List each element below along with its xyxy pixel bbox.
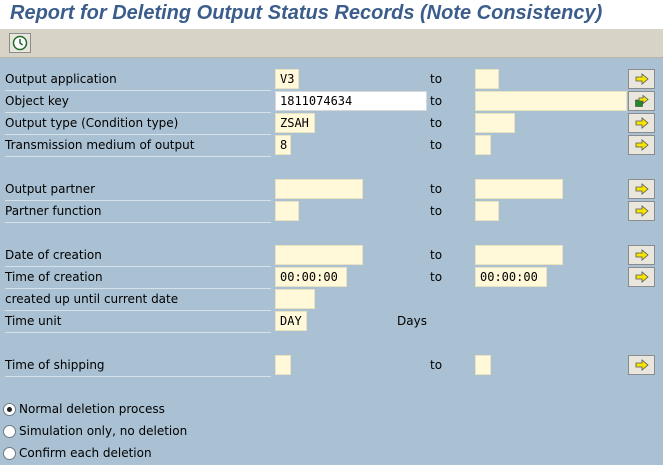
output-application-label: Output application xyxy=(5,69,271,91)
partner-function-to-label: to xyxy=(430,204,443,218)
object-key-to-label: to xyxy=(430,94,443,108)
time-of-shipping-multiple-selection-button[interactable] xyxy=(628,355,655,375)
radio-unselected-icon[interactable] xyxy=(3,425,16,438)
row-output-partner: Output partner to xyxy=(0,179,663,201)
date-of-creation-to-label: to xyxy=(430,248,443,262)
output-type-to-input[interactable] xyxy=(475,113,515,133)
output-application-to-input[interactable] xyxy=(475,69,499,89)
arrow-right-icon xyxy=(635,139,649,151)
object-key-from-input[interactable]: 1811074634 xyxy=(275,91,427,111)
row-transmission-medium: Transmission medium of output 8 to xyxy=(0,135,663,157)
date-of-creation-from-input[interactable] xyxy=(275,245,363,265)
output-type-label: Output type (Condition type) xyxy=(5,113,271,135)
arrow-right-icon xyxy=(635,73,649,85)
time-of-creation-multiple-selection-button[interactable] xyxy=(628,267,655,287)
row-date-of-creation: Date of creation to xyxy=(0,245,663,267)
time-of-creation-to-label: to xyxy=(430,270,443,284)
radio-simulation-only-label: Simulation only, no deletion xyxy=(19,424,188,438)
row-time-of-creation: Time of creation 00:00:00 to 00:00:00 xyxy=(0,267,663,289)
output-partner-multiple-selection-button[interactable] xyxy=(628,179,655,199)
partner-function-to-input[interactable] xyxy=(475,201,499,221)
time-unit-input[interactable]: DAY xyxy=(275,311,307,331)
transmission-medium-to-label: to xyxy=(430,138,443,152)
clock-execute-icon xyxy=(12,35,28,51)
output-application-to-label: to xyxy=(430,72,443,86)
created-until-label: created up until current date xyxy=(5,289,271,311)
page-title: Report for Deleting Output Status Record… xyxy=(10,2,603,24)
output-type-to-label: to xyxy=(430,116,443,130)
row-time-unit: Time unit DAY Days xyxy=(0,311,663,333)
execute-button[interactable] xyxy=(9,33,31,53)
date-of-creation-multiple-selection-button[interactable] xyxy=(628,245,655,265)
time-of-shipping-from-input[interactable] xyxy=(275,355,291,375)
row-partner-function: Partner function to xyxy=(0,201,663,223)
transmission-medium-label: Transmission medium of output xyxy=(5,135,271,157)
arrow-right-icon xyxy=(635,183,649,195)
transmission-medium-from-input[interactable]: 8 xyxy=(275,135,291,155)
output-partner-to-label: to xyxy=(430,182,443,196)
selection-screen: Output application V3 to Object key 1811… xyxy=(0,58,663,465)
arrow-right-icon xyxy=(635,249,649,261)
radio-confirm-each-label: Confirm each deletion xyxy=(19,446,152,460)
radio-normal-deletion[interactable]: Normal deletion process xyxy=(3,399,165,419)
partner-function-multiple-selection-button[interactable] xyxy=(628,201,655,221)
radio-normal-deletion-label: Normal deletion process xyxy=(19,402,165,416)
time-of-shipping-to-label: to xyxy=(430,358,443,372)
output-type-multiple-selection-button[interactable] xyxy=(628,113,655,133)
time-unit-description: Days xyxy=(397,314,427,328)
transmission-medium-to-input[interactable] xyxy=(475,135,491,155)
row-output-application: Output application V3 to xyxy=(0,69,663,91)
object-key-to-input[interactable] xyxy=(475,91,627,111)
partner-function-label: Partner function xyxy=(5,201,271,223)
output-type-from-input[interactable]: ZSAH xyxy=(275,113,315,133)
created-until-input[interactable] xyxy=(275,289,315,309)
date-of-creation-label: Date of creation xyxy=(5,245,271,267)
time-of-shipping-label: Time of shipping xyxy=(5,355,271,377)
output-application-from-input[interactable]: V3 xyxy=(275,69,299,89)
row-time-of-shipping: Time of shipping to xyxy=(0,355,663,377)
radio-simulation-only[interactable]: Simulation only, no deletion xyxy=(3,421,187,441)
time-unit-label: Time unit xyxy=(5,311,271,333)
output-partner-from-input[interactable] xyxy=(275,179,363,199)
output-partner-label: Output partner xyxy=(5,179,271,201)
arrow-right-icon xyxy=(635,205,649,217)
radio-unselected-icon[interactable] xyxy=(3,447,16,460)
arrow-right-icon xyxy=(635,359,649,371)
time-of-creation-from-input[interactable]: 00:00:00 xyxy=(275,267,347,287)
arrow-right-active-icon xyxy=(634,95,649,107)
application-toolbar xyxy=(0,29,663,58)
transmission-medium-multiple-selection-button[interactable] xyxy=(628,135,655,155)
output-application-multiple-selection-button[interactable] xyxy=(628,69,655,89)
radio-confirm-each[interactable]: Confirm each deletion xyxy=(3,443,152,463)
output-partner-to-input[interactable] xyxy=(475,179,563,199)
row-object-key: Object key 1811074634 to xyxy=(0,91,663,113)
date-of-creation-to-input[interactable] xyxy=(475,245,563,265)
time-of-shipping-to-input[interactable] xyxy=(475,355,491,375)
object-key-multiple-selection-button[interactable] xyxy=(628,91,655,111)
arrow-right-icon xyxy=(635,271,649,283)
radio-selected-icon[interactable] xyxy=(3,403,16,416)
title-bar: Report for Deleting Output Status Record… xyxy=(0,0,663,29)
partner-function-from-input[interactable] xyxy=(275,201,299,221)
time-of-creation-to-input[interactable]: 00:00:00 xyxy=(475,267,547,287)
arrow-right-icon xyxy=(635,117,649,129)
row-created-until: created up until current date xyxy=(0,289,663,311)
time-of-creation-label: Time of creation xyxy=(5,267,271,289)
row-output-type: Output type (Condition type) ZSAH to xyxy=(0,113,663,135)
object-key-label: Object key xyxy=(5,91,271,113)
